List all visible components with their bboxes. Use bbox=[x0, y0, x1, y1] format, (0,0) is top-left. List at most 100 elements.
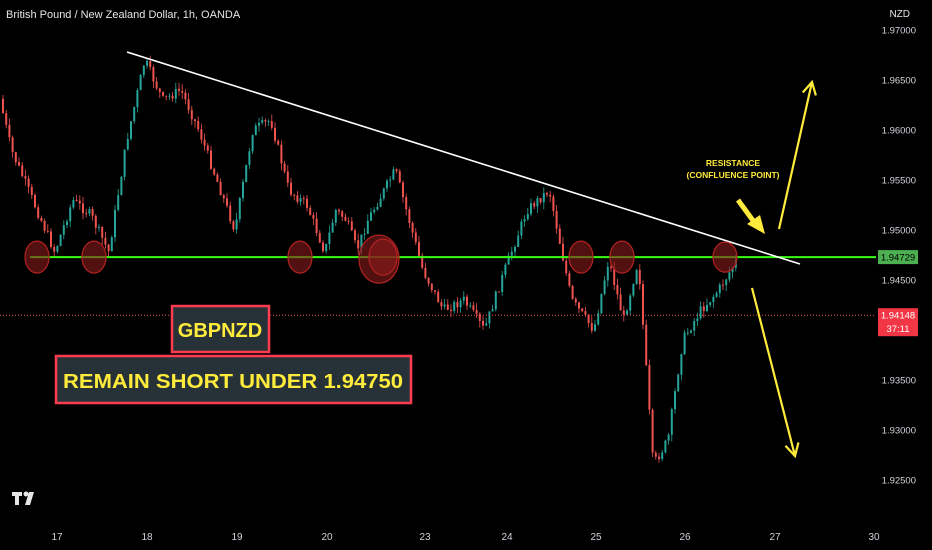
candle-body bbox=[72, 200, 75, 208]
candle-body bbox=[162, 91, 164, 96]
projection-down-arrow[interactable] bbox=[750, 287, 797, 457]
candle-body bbox=[46, 230, 49, 232]
candle-body bbox=[427, 277, 430, 284]
candle-body bbox=[110, 237, 113, 252]
candle-body bbox=[440, 302, 443, 307]
touch-circle[interactable] bbox=[24, 240, 50, 274]
candle-body bbox=[270, 121, 273, 128]
projection-up-arrow-head bbox=[801, 79, 817, 96]
candle-body bbox=[98, 226, 100, 228]
candle-body bbox=[293, 194, 296, 196]
candle-body bbox=[155, 81, 158, 89]
symbol-title[interactable]: British Pound / New Zealand Dollar, 1h, … bbox=[6, 9, 241, 21]
touch-circle[interactable] bbox=[81, 240, 107, 274]
candle-body bbox=[174, 88, 177, 99]
candle-body bbox=[610, 266, 612, 269]
touch-circle[interactable] bbox=[287, 240, 313, 274]
price-tick-label: 1.95500 bbox=[882, 176, 916, 187]
candle-body bbox=[574, 298, 577, 303]
candle-body bbox=[443, 304, 446, 307]
candle-body bbox=[693, 321, 696, 331]
candle-body bbox=[43, 221, 46, 231]
candle-body bbox=[696, 318, 699, 322]
candle-body bbox=[200, 129, 203, 140]
candle-body bbox=[107, 244, 110, 252]
touch-circle[interactable] bbox=[609, 240, 635, 274]
candle-body bbox=[392, 169, 395, 180]
candle-body bbox=[261, 120, 264, 123]
candle-body bbox=[414, 232, 417, 243]
candle-body bbox=[600, 293, 603, 314]
candle-body bbox=[27, 178, 30, 187]
candle-body bbox=[56, 246, 59, 252]
candle-body bbox=[344, 216, 347, 221]
candle-body bbox=[178, 88, 180, 91]
candle-body bbox=[373, 209, 376, 213]
candle-body bbox=[594, 324, 596, 331]
candle-body bbox=[510, 251, 513, 256]
price-tick-label: 1.96000 bbox=[882, 126, 916, 137]
candle-body bbox=[8, 124, 11, 138]
candle-body bbox=[251, 135, 254, 152]
candle-body bbox=[290, 182, 292, 195]
candle-body bbox=[264, 120, 267, 122]
candle-body bbox=[142, 65, 145, 76]
price-axis[interactable]: 1.97000 1.96500 1.96000 1.95500 1.95000 1.945… bbox=[878, 26, 918, 487]
candle-body bbox=[722, 284, 724, 286]
time-tick-label: 23 bbox=[419, 532, 431, 543]
candle-body bbox=[715, 293, 718, 297]
candle-body bbox=[62, 225, 65, 235]
candle-body bbox=[370, 212, 372, 221]
candle-body bbox=[171, 95, 174, 99]
candle-body bbox=[530, 203, 532, 215]
candle-body bbox=[613, 268, 616, 286]
price-tick-label: 1.93500 bbox=[882, 376, 916, 387]
candle-body bbox=[315, 218, 318, 234]
candle-body bbox=[306, 198, 308, 208]
time-axis[interactable]: 17 18 19 20 23 24 25 26 27 30 bbox=[51, 532, 880, 543]
candle-body bbox=[709, 302, 712, 305]
candle-body bbox=[552, 196, 555, 211]
candle-body bbox=[187, 99, 190, 111]
resistance-label-line2: (CONFLUENCE POINT) bbox=[686, 170, 779, 180]
candle-body bbox=[725, 279, 728, 286]
candle-body bbox=[229, 205, 232, 222]
candle-body bbox=[165, 95, 168, 97]
candle-body bbox=[514, 246, 516, 252]
drawings-layer: RESISTANCE (CONFLUENCE POINT) GBPNZD REMAIN… bbox=[0, 51, 876, 459]
candle-body bbox=[331, 222, 334, 233]
time-tick-label: 30 bbox=[868, 532, 880, 543]
countdown-text: 37:11 bbox=[886, 324, 909, 335]
candle-body bbox=[645, 324, 648, 366]
touch-circle[interactable] bbox=[368, 238, 398, 276]
touch-circle[interactable] bbox=[712, 241, 738, 273]
candle-body bbox=[354, 230, 356, 241]
candle-body bbox=[235, 219, 238, 230]
candle-body bbox=[728, 272, 731, 280]
candle-body bbox=[626, 310, 628, 315]
candle-body bbox=[75, 200, 78, 202]
confluence-pointer-head bbox=[747, 215, 765, 234]
candle-body bbox=[555, 210, 558, 229]
candle-body bbox=[549, 194, 552, 197]
candle-body bbox=[123, 149, 126, 177]
candle-body bbox=[328, 232, 331, 244]
candle-body bbox=[402, 182, 404, 198]
candle-body bbox=[482, 320, 484, 326]
candle-body bbox=[14, 152, 17, 163]
candle-body bbox=[286, 171, 289, 183]
resistance-trendline[interactable] bbox=[126, 51, 801, 265]
candle-body bbox=[389, 179, 392, 181]
time-tick-label: 19 bbox=[231, 532, 243, 543]
candle-body bbox=[706, 304, 708, 311]
candle-body bbox=[18, 162, 20, 166]
candle-body bbox=[488, 311, 491, 324]
candle-body bbox=[181, 90, 184, 93]
projection-up-arrow[interactable] bbox=[777, 81, 814, 230]
candle-body bbox=[418, 242, 420, 256]
touch-circle[interactable] bbox=[568, 240, 594, 274]
candle-body bbox=[267, 121, 270, 123]
candle-body bbox=[11, 137, 14, 153]
tradingview-logo-icon bbox=[12, 491, 34, 505]
